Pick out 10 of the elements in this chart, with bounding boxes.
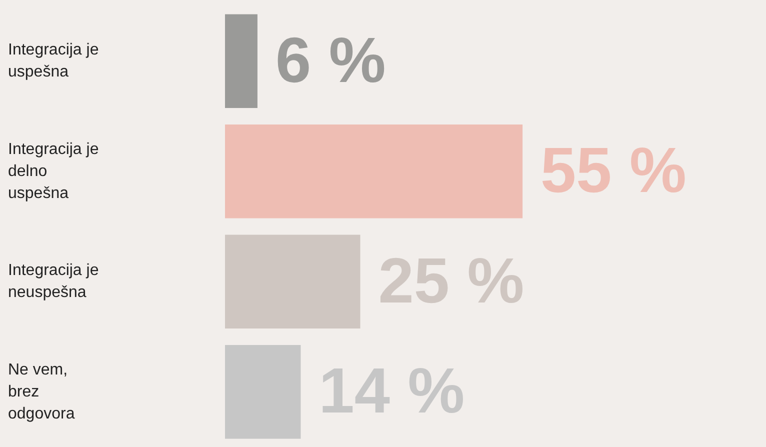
data-label: 6 % — [275, 24, 386, 96]
bar — [225, 234, 360, 328]
y-tick-label: Integracija je neuspešna — [8, 262, 99, 302]
bar — [225, 124, 523, 218]
y-tick-label: Integracija je uspešna — [8, 42, 99, 81]
bar — [225, 14, 258, 108]
data-label: 55 % — [540, 134, 686, 206]
bar — [225, 345, 301, 439]
y-tick-label: Integracija je delno uspešna — [8, 140, 99, 202]
y-tick-label: Ne vem, brez odgovora — [8, 361, 75, 422]
